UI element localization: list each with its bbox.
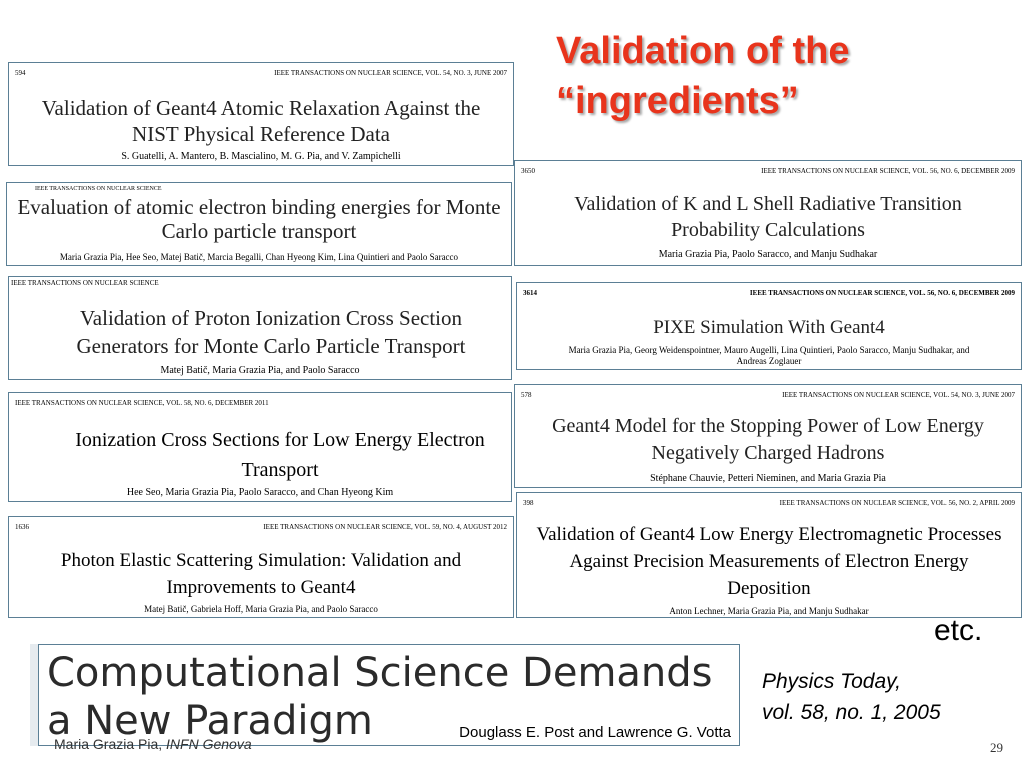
paper-journal: IEEE TRANSACTIONS ON NUCLEAR SCIENCE, VO…	[761, 167, 1015, 175]
paper-authors: Anton Lechner, Maria Grazia Pia, and Man…	[669, 606, 869, 616]
paper-clipping-proton-ionization: IEEE TRANSACTIONS ON NUCLEAR SCIENCE Val…	[8, 276, 512, 380]
slide-title-line2: “ingredients”	[556, 80, 799, 122]
paper-clipping-photon-elastic: 1636 IEEE TRANSACTIONS ON NUCLEAR SCIENC…	[8, 516, 514, 618]
paper-title: Validation of Geant4 Atomic Relaxation A…	[41, 96, 481, 146]
paper-clipping-radiative-transition: 3650 IEEE TRANSACTIONS ON NUCLEAR SCIENC…	[514, 160, 1022, 266]
paper-page-number: 3614	[523, 289, 537, 297]
slide-title: Validation of the “ingredients”	[556, 26, 976, 126]
paper-page-number: 1636	[15, 523, 29, 531]
paper-title: PIXE Simulation With Geant4	[653, 317, 885, 338]
paper-clipping-electron-ionization: IEEE TRANSACTIONS ON NUCLEAR SCIENCE, VO…	[8, 392, 512, 502]
paper-clipping-binding-energies: IEEE TRANSACTIONS ON NUCLEAR SCIENCE Eva…	[6, 182, 512, 266]
banner-title-line1: Computational Science Demands	[47, 650, 713, 696]
paper-journal: IEEE TRANSACTIONS ON NUCLEAR SCIENCE	[11, 279, 159, 287]
paper-page-number: 3650	[521, 167, 535, 175]
page-number: 29	[990, 740, 1003, 755]
paper-authors: Maria Grazia Pia, Georg Weidenspointner,…	[521, 345, 1017, 367]
citation-line1: Physics Today,	[762, 670, 901, 693]
slide-title-line1: Validation of the	[556, 30, 850, 72]
paper-journal: IEEE TRANSACTIONS ON NUCLEAR SCIENCE, VO…	[779, 499, 1015, 507]
paper-title: Evaluation of atomic electron binding en…	[17, 195, 501, 243]
footer-author: Maria Grazia Pia,	[54, 736, 167, 752]
paper-title: Ionization Cross Sections for Low Energy…	[75, 429, 485, 481]
paper-authors: Maria Grazia Pia, Paolo Saracco, and Man…	[658, 249, 878, 260]
paradigm-article-banner: Computational Science Demands a New Para…	[38, 644, 740, 746]
paper-clipping-stopping-power: 578 IEEE TRANSACTIONS ON NUCLEAR SCIENCE…	[514, 384, 1022, 488]
footer-affiliation: INFN Genova	[166, 736, 252, 752]
paper-title: Photon Elastic Scattering Simulation: Va…	[60, 550, 462, 598]
paper-authors: Hee Seo, Maria Grazia Pia, Paolo Saracco…	[126, 487, 394, 498]
journal-citation: Physics Today, vol. 58, no. 1, 2005	[762, 666, 941, 728]
etc-label: etc.	[934, 614, 983, 647]
paper-authors-line2: Andreas Zoglauer	[736, 356, 802, 366]
paper-clipping-atomic-relaxation: 594 IEEE TRANSACTIONS ON NUCLEAR SCIENCE…	[8, 62, 514, 166]
paper-title: Geant4 Model for the Stopping Power of L…	[552, 415, 984, 464]
banner-authors: Douglass E. Post and Lawrence G. Votta	[459, 724, 731, 741]
paper-clipping-pixe: 3614 IEEE TRANSACTIONS ON NUCLEAR SCIENC…	[516, 282, 1022, 370]
paper-page-number: 578	[521, 391, 532, 399]
paper-clipping-electron-energy-deposition: 398 IEEE TRANSACTIONS ON NUCLEAR SCIENCE…	[516, 492, 1022, 618]
paper-journal: IEEE TRANSACTIONS ON NUCLEAR SCIENCE	[35, 186, 162, 192]
paper-journal: IEEE TRANSACTIONS ON NUCLEAR SCIENCE, VO…	[274, 69, 507, 77]
paper-authors-line1: Maria Grazia Pia, Georg Weidenspointner,…	[568, 345, 970, 355]
paper-journal: IEEE TRANSACTIONS ON NUCLEAR SCIENCE, VO…	[263, 523, 507, 531]
paper-title: Validation of K and L Shell Radiative Tr…	[574, 193, 962, 241]
paper-authors: Matej Batič, Maria Grazia Pia, and Paolo…	[160, 365, 360, 376]
paper-journal: IEEE TRANSACTIONS ON NUCLEAR SCIENCE, VO…	[749, 289, 1015, 297]
paper-page-number: 594	[15, 69, 26, 77]
paper-journal: IEEE TRANSACTIONS ON NUCLEAR SCIENCE, VO…	[15, 399, 269, 407]
paper-authors: S. Guatelli, A. Mantero, B. Mascialino, …	[121, 151, 401, 162]
paper-authors: Maria Grazia Pia, Hee Seo, Matej Batič, …	[59, 252, 459, 262]
paper-authors: Stéphane Chauvie, Petteri Nieminen, and …	[650, 473, 886, 484]
paper-title: Validation of Proton Ionization Cross Se…	[76, 306, 466, 358]
citation-line2: vol. 58, no. 1, 2005	[762, 701, 941, 724]
banner-title: Computational Science Demands a New Para…	[47, 649, 713, 745]
banner-title-line2: a New Paradigm	[47, 698, 373, 744]
paper-title: Validation of Geant4 Low Energy Electrom…	[536, 524, 1002, 599]
paper-journal: IEEE TRANSACTIONS ON NUCLEAR SCIENCE, VO…	[782, 391, 1015, 399]
paper-page-number: 398	[523, 499, 534, 507]
paper-authors: Matej Batič, Gabriela Hoff, Maria Grazia…	[144, 604, 378, 614]
slide-footer: Maria Grazia Pia, INFN Genova	[54, 736, 252, 752]
